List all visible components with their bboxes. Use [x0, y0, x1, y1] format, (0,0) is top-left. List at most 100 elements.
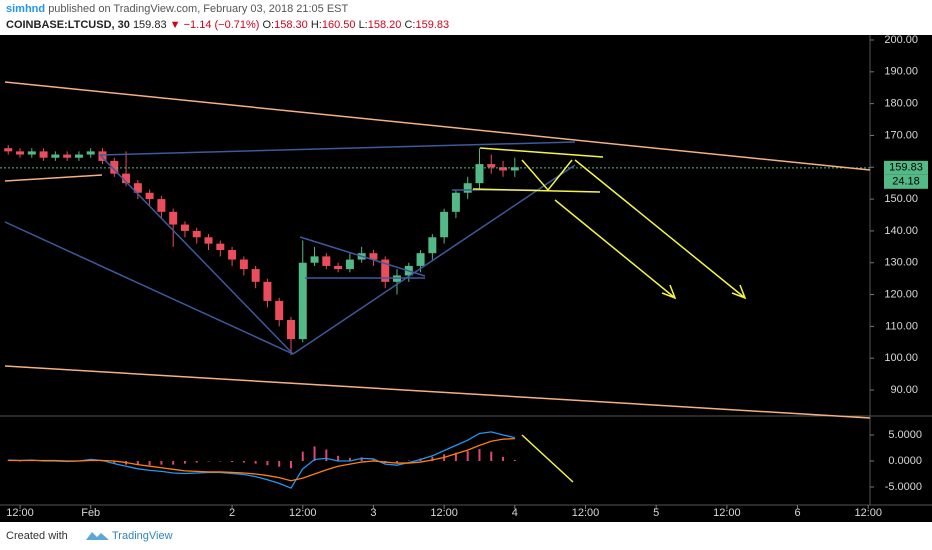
histogram-bar — [113, 461, 116, 464]
candle-body — [428, 237, 437, 254]
y-tick-label: 180.00 — [884, 98, 918, 110]
x-tick-label: 12:00 — [6, 507, 34, 519]
candle-body — [345, 259, 354, 270]
candle-body — [216, 243, 225, 251]
histogram-bar — [7, 460, 10, 462]
candle-body — [110, 160, 119, 174]
trendline — [292, 164, 576, 355]
candle-body — [16, 151, 25, 155]
ohlc-value: 160.50 — [322, 19, 356, 31]
candle-body — [298, 262, 307, 340]
candle-body — [98, 151, 107, 161]
arrow — [554, 199, 676, 299]
created: Created with — [6, 530, 68, 542]
y-tick-label: 90.00 — [890, 384, 918, 396]
candle-body — [369, 253, 378, 260]
histogram-bar — [396, 461, 399, 464]
candle-body — [510, 167, 519, 171]
trendline — [99, 154, 294, 355]
y-tick-label: 190.00 — [884, 66, 918, 78]
histogram-bar — [242, 461, 245, 463]
histogram-bar — [360, 457, 363, 462]
candle-body — [334, 265, 343, 270]
macd-line — [8, 431, 515, 489]
last: 159.83 — [133, 19, 167, 31]
aux-label: 24.18 — [892, 176, 920, 188]
histogram-bar — [325, 449, 328, 462]
candle-body — [27, 151, 36, 155]
histogram-bar — [101, 461, 104, 462]
histogram-bar — [266, 461, 269, 466]
histogram-bar — [348, 457, 351, 462]
trendline — [4, 174, 103, 182]
y-tick-label: 5.0000 — [888, 429, 922, 441]
user[interactable]: simhnd — [6, 3, 45, 15]
histogram-bar — [19, 461, 22, 462]
candle-body — [275, 300, 284, 321]
y-tick-label: 150.00 — [884, 193, 918, 205]
candle-body — [322, 256, 331, 266]
ohlc-label: C: — [404, 19, 415, 31]
candle-body — [4, 148, 13, 152]
candle-body — [180, 224, 189, 231]
last-price-box — [884, 160, 928, 175]
histogram-bar — [278, 461, 281, 467]
histogram-bar — [231, 461, 234, 463]
histogram-bar — [478, 449, 481, 462]
change: ▼ −1.14 (−0.71%) — [170, 19, 260, 31]
y-tick-label: 100.00 — [884, 352, 918, 364]
histogram-bar — [160, 461, 163, 465]
candle-body — [39, 151, 48, 158]
candle-body — [263, 281, 272, 301]
candle-body — [63, 154, 72, 158]
candle-body — [51, 154, 60, 158]
histogram-bar — [183, 461, 186, 464]
candle-body — [74, 154, 83, 158]
candle-body — [499, 167, 508, 171]
x-tick-label: 12:00 — [854, 507, 882, 519]
candle-body — [310, 256, 319, 263]
histogram-bar — [466, 451, 469, 462]
chart-bg — [0, 35, 932, 522]
candle-body — [133, 183, 142, 193]
x-tick-label: 5 — [653, 507, 659, 519]
published: published on TradingView.com, February 0… — [48, 3, 348, 15]
ohlc-label: H: — [311, 19, 322, 31]
histogram-bar — [148, 461, 151, 466]
trendline — [472, 188, 601, 193]
trendline — [521, 434, 574, 483]
y-tick-label: 110.00 — [885, 320, 918, 332]
candle-body — [157, 199, 166, 212]
candle-body — [86, 151, 95, 155]
histogram-bar — [513, 459, 516, 462]
ohlc-label: L: — [359, 19, 368, 31]
trendline — [299, 236, 426, 277]
footer-bg — [0, 522, 932, 550]
y-tick-label: 0.0000 — [888, 455, 922, 467]
histogram-bar — [254, 461, 257, 464]
histogram-bar — [490, 451, 493, 462]
candle-body — [475, 164, 484, 184]
candle-body — [239, 259, 248, 270]
x-tick-label: 6 — [794, 507, 800, 519]
logo[interactable] — [86, 532, 109, 540]
histogram-bar — [431, 456, 434, 462]
x-tick-label: 12:00 — [713, 507, 741, 519]
symbol: COINBASE:LTCUSD, 30 — [6, 19, 130, 31]
header-line: simhnd published on TradingView.com, Feb… — [6, 3, 349, 15]
histogram-bar — [407, 460, 410, 462]
arrow-head — [731, 284, 747, 300]
marks: 200.00190.00180.00170.00160.00150.00140.… — [0, 34, 928, 519]
histogram-bar — [313, 446, 316, 462]
x-tick-label: 12:00 — [289, 507, 317, 519]
histogram-bar — [372, 458, 375, 462]
candle-body — [192, 230, 201, 238]
trendline — [479, 147, 604, 158]
trendline — [99, 141, 576, 156]
candle-body — [145, 192, 154, 200]
candle-body — [487, 164, 496, 168]
candle-body — [204, 237, 213, 244]
histogram-bar — [301, 451, 304, 462]
brand[interactable]: TradingView — [112, 530, 173, 542]
x-tick-label: 3 — [370, 507, 376, 519]
